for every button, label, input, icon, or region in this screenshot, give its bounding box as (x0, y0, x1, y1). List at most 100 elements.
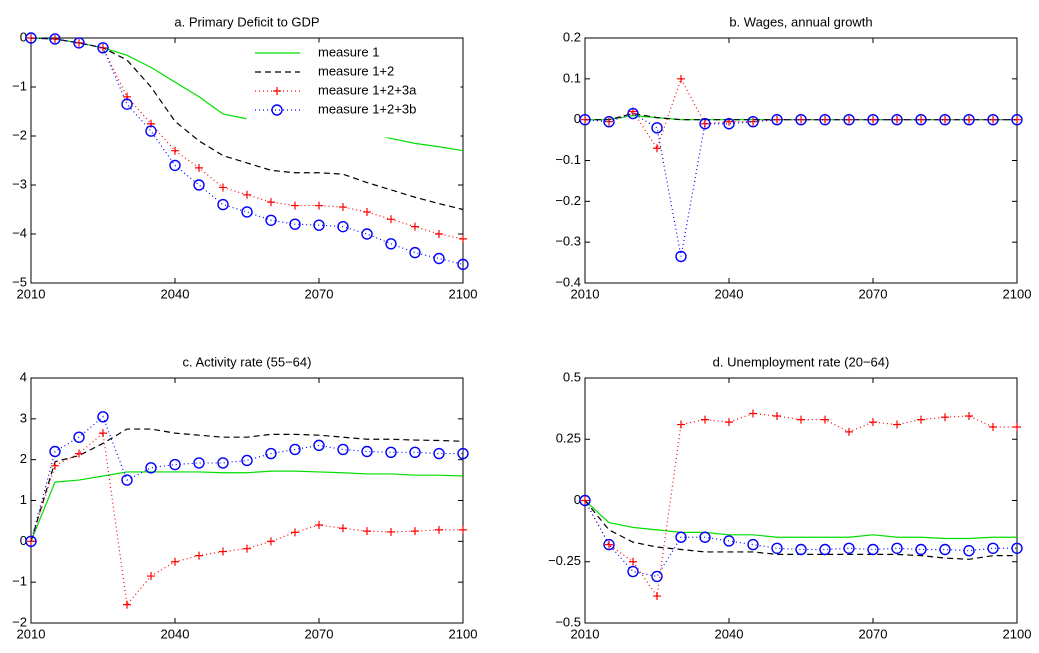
marker (145, 125, 157, 137)
marker (651, 122, 663, 134)
marker (869, 418, 877, 427)
x-tick-label: 2010 (571, 286, 600, 301)
chart-title: a. Primary Deficit to GDP (174, 14, 319, 29)
marker (315, 201, 323, 210)
axes-box (30, 37, 464, 284)
chart-title: b. Wages, annual growth (729, 14, 872, 29)
marker (193, 457, 205, 469)
marker (433, 447, 445, 460)
x-tick-label: 2040 (161, 286, 190, 301)
marker (219, 183, 227, 192)
marker (169, 159, 181, 172)
series-line (584, 500, 1017, 560)
marker (291, 201, 299, 210)
marker (49, 445, 61, 458)
marker (915, 543, 927, 556)
x-tick-label: 2100 (449, 626, 478, 641)
legend-box (246, 42, 461, 138)
marker (291, 528, 299, 537)
marker (337, 443, 349, 456)
y-tick-label: −0.3 (555, 234, 581, 249)
marker (313, 439, 325, 452)
y-tick-label: 3 (20, 410, 27, 425)
legend-label: measure 1+2 (318, 63, 394, 78)
marker (313, 219, 325, 231)
axes-box (30, 377, 464, 624)
marker (677, 420, 685, 429)
y-tick-label: 2 (20, 451, 27, 466)
marker (603, 116, 615, 128)
marker (675, 531, 687, 543)
marker (771, 113, 783, 126)
marker (891, 113, 903, 126)
marker (457, 447, 469, 460)
marker (267, 198, 275, 207)
marker (457, 258, 469, 271)
marker (387, 527, 395, 536)
marker (121, 98, 133, 110)
marker (1013, 423, 1021, 431)
marker (605, 540, 613, 549)
series-line (30, 415, 463, 542)
marker (579, 113, 591, 126)
y-tick-label: 0.1 (563, 70, 581, 85)
marker (677, 74, 685, 83)
marker (49, 33, 61, 45)
x-tick-label: 2070 (859, 626, 888, 641)
marker (267, 537, 275, 546)
marker (97, 411, 109, 423)
marker (217, 457, 229, 469)
chart-title: c. Activity rate (55−64) (183, 354, 312, 369)
x-tick-label: 2070 (305, 286, 334, 301)
marker (435, 525, 443, 534)
marker (795, 113, 807, 126)
marker (25, 535, 37, 548)
marker (723, 118, 735, 130)
y-tick-label: −0.2 (555, 193, 581, 208)
marker (75, 449, 83, 458)
marker (819, 113, 831, 126)
marker (265, 447, 277, 460)
y-tick-label: −1 (12, 574, 27, 589)
x-tick-label: 2040 (161, 626, 190, 641)
marker (917, 415, 925, 424)
marker (51, 461, 59, 470)
series-line (30, 37, 464, 265)
y-tick-label: −0.25 (548, 553, 581, 568)
marker (99, 429, 107, 438)
marker (699, 531, 711, 543)
legend-marker (271, 104, 283, 116)
marker (195, 551, 203, 560)
marker (627, 565, 639, 578)
marker (97, 42, 109, 54)
x-tick-label: 2040 (715, 286, 744, 301)
y-tick-label: −2 (12, 614, 27, 629)
x-tick-label: 2100 (1003, 626, 1032, 641)
y-tick-label: 4 (20, 369, 27, 384)
marker (339, 524, 347, 533)
marker (629, 557, 637, 566)
marker (821, 415, 829, 424)
marker (603, 538, 615, 551)
series-line (584, 500, 1017, 540)
marker (1011, 542, 1023, 554)
y-tick-label: 0 (20, 29, 27, 44)
marker (987, 113, 999, 126)
marker (867, 113, 879, 126)
marker (723, 535, 735, 547)
marker (409, 446, 421, 459)
marker (265, 214, 277, 226)
marker (771, 542, 783, 554)
marker (219, 547, 227, 556)
series-line (30, 470, 464, 542)
marker (25, 32, 37, 44)
legend-label: measure 1+2+3a (318, 82, 417, 97)
marker (701, 415, 709, 424)
marker (939, 113, 951, 126)
marker (337, 220, 349, 233)
marker (843, 113, 855, 126)
marker (747, 116, 759, 128)
marker (315, 521, 323, 529)
x-tick-label: 2070 (305, 626, 334, 641)
